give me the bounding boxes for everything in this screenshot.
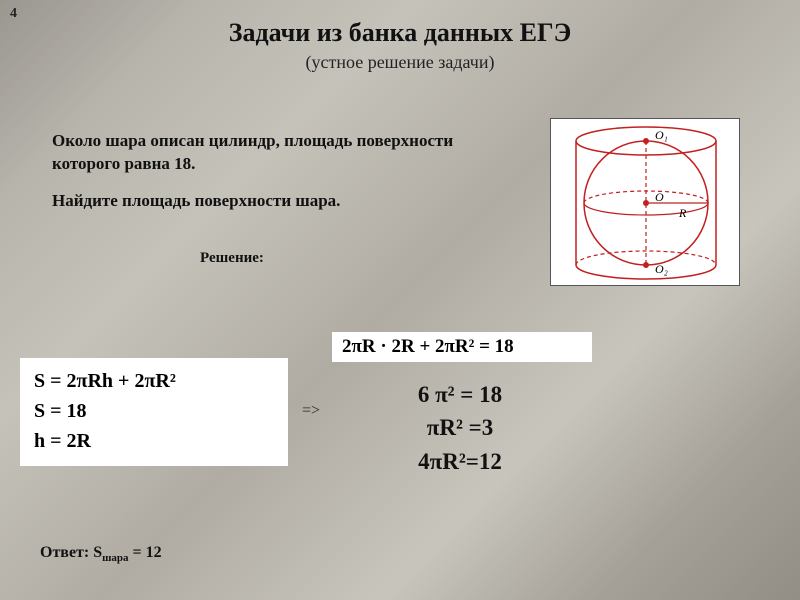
- eq-3: 4πR²=12: [360, 445, 560, 478]
- svg-text:O: O: [655, 190, 664, 204]
- derived-equations: 6 π² = 18 πR² =3 4πR²=12: [360, 378, 560, 478]
- implies-arrow: =>: [302, 402, 320, 420]
- eq-1: 6 π² = 18: [360, 378, 560, 411]
- formula-value: S = 18: [34, 396, 274, 426]
- problem-line-2: Найдите площадь поверхности шара.: [52, 190, 472, 213]
- page-title: Задачи из банка данных ЕГЭ: [0, 18, 800, 48]
- geometry-diagram: O₁ O O₂ R: [550, 118, 740, 286]
- svg-text:O₁: O₁: [655, 128, 668, 142]
- formula-surface: S = 2πRh + 2πR²: [34, 366, 274, 396]
- answer-value: = 12: [129, 544, 162, 561]
- solution-label: Решение:: [200, 250, 264, 267]
- answer-subscript: шара: [102, 552, 128, 564]
- given-formulas-box: S = 2πRh + 2πR² S = 18 h = 2R: [20, 358, 288, 466]
- eq-2: πR² =3: [360, 411, 560, 444]
- answer-prefix: Ответ: S: [40, 544, 102, 561]
- svg-text:R: R: [678, 206, 687, 220]
- problem-statement: Около шара описан цилиндр, площадь повер…: [52, 130, 472, 213]
- diagram-svg: O₁ O O₂ R: [551, 119, 741, 287]
- svg-text:O₂: O₂: [655, 262, 668, 276]
- page-subtitle: (устное решение задачи): [0, 52, 800, 73]
- substituted-equation: 2πR · 2R + 2πR² = 18: [332, 332, 592, 362]
- problem-line-1: Около шара описан цилиндр, площадь повер…: [52, 130, 472, 176]
- answer-line: Ответ: Sшара = 12: [40, 544, 162, 564]
- formula-height: h = 2R: [34, 426, 274, 456]
